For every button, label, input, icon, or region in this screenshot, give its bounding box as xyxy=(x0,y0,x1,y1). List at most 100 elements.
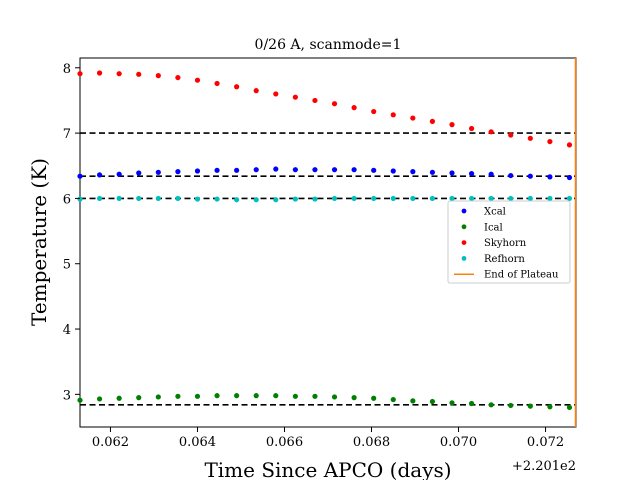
x-tick-label: 0.066 xyxy=(266,435,303,450)
point-refhorn-2 xyxy=(116,195,122,202)
point-ical-24 xyxy=(547,404,553,410)
point-skyhorn-13 xyxy=(331,101,338,107)
series-ical xyxy=(77,393,573,411)
point-refhorn-11 xyxy=(292,196,298,202)
point-skyhorn-23 xyxy=(527,135,533,141)
x-tick-label: 0.064 xyxy=(179,435,216,450)
point-skyhorn-5 xyxy=(175,74,181,81)
legend-label: Xcal xyxy=(484,207,506,218)
point-xcal-15 xyxy=(371,167,377,173)
point-ical-18 xyxy=(429,398,436,405)
point-skyhorn-10 xyxy=(273,91,279,97)
point-skyhorn-25 xyxy=(566,142,573,148)
x-tick-label: 0.070 xyxy=(440,435,477,450)
point-ical-4 xyxy=(155,394,161,400)
point-ical-15 xyxy=(371,395,377,401)
point-refhorn-12 xyxy=(312,196,318,202)
legend-label: Skyhorn xyxy=(484,238,527,249)
series-xcal xyxy=(77,166,573,181)
chart-title: 0/26 A, scanmode=1 xyxy=(255,37,402,53)
point-refhorn-4 xyxy=(155,195,161,202)
point-refhorn-25 xyxy=(566,195,573,202)
plot-area xyxy=(77,57,577,428)
point-xcal-24 xyxy=(547,174,553,180)
point-xcal-18 xyxy=(429,169,436,175)
point-skyhorn-12 xyxy=(312,97,318,104)
point-ical-19 xyxy=(449,400,455,406)
point-ical-14 xyxy=(351,395,357,401)
point-xcal-20 xyxy=(468,170,475,177)
point-ical-3 xyxy=(136,395,142,401)
point-xcal-11 xyxy=(292,167,298,173)
y-tick-label: 7 xyxy=(63,127,71,142)
point-xcal-2 xyxy=(116,171,122,177)
point-refhorn-15 xyxy=(371,195,377,202)
point-refhorn-6 xyxy=(194,196,201,202)
point-skyhorn-8 xyxy=(234,84,240,90)
point-xcal-21 xyxy=(488,171,494,177)
point-xcal-7 xyxy=(214,167,220,173)
point-xcal-17 xyxy=(410,169,416,175)
x-axis-ticks: 0.062 0.064 0.066 0.068 0.070 0.072 xyxy=(92,427,564,450)
point-refhorn-16 xyxy=(390,195,396,202)
point-xcal-4 xyxy=(155,169,161,175)
point-ical-13 xyxy=(331,394,338,400)
point-ical-7 xyxy=(214,393,220,399)
legend-marker-xcal xyxy=(461,208,467,214)
point-ical-25 xyxy=(566,404,573,411)
point-refhorn-21 xyxy=(488,195,494,202)
point-xcal-0 xyxy=(77,173,83,179)
point-ical-11 xyxy=(292,393,298,399)
point-ical-1 xyxy=(96,396,103,402)
point-refhorn-18 xyxy=(429,195,436,202)
point-xcal-1 xyxy=(96,172,103,178)
point-refhorn-22 xyxy=(508,195,514,202)
point-ical-8 xyxy=(234,393,240,399)
y-tick-label: 3 xyxy=(63,388,71,403)
legend-marker-ical xyxy=(461,224,467,230)
point-skyhorn-17 xyxy=(410,115,416,121)
point-xcal-13 xyxy=(331,167,338,173)
point-xcal-19 xyxy=(449,170,455,176)
y-tick-label: 4 xyxy=(63,323,71,338)
point-xcal-6 xyxy=(194,168,201,174)
point-xcal-5 xyxy=(175,169,181,175)
point-ical-21 xyxy=(488,402,494,408)
y-tick-label: 6 xyxy=(63,192,71,207)
point-xcal-16 xyxy=(390,168,396,174)
point-skyhorn-0 xyxy=(77,71,83,77)
point-skyhorn-14 xyxy=(351,105,357,111)
x-axis-label: Time Since APCO (days) xyxy=(204,458,451,480)
point-skyhorn-6 xyxy=(194,77,201,83)
point-skyhorn-21 xyxy=(488,129,494,135)
point-refhorn-7 xyxy=(214,196,220,202)
legend-label: Ical xyxy=(484,222,503,233)
point-skyhorn-20 xyxy=(468,125,475,132)
point-ical-22 xyxy=(508,402,514,409)
point-refhorn-10 xyxy=(273,197,279,203)
point-refhorn-19 xyxy=(449,195,455,202)
point-refhorn-5 xyxy=(175,195,181,202)
y-tick-label: 8 xyxy=(63,62,71,77)
point-refhorn-14 xyxy=(351,195,357,202)
point-xcal-25 xyxy=(566,174,573,181)
point-skyhorn-4 xyxy=(155,73,161,79)
data-points xyxy=(77,70,573,411)
point-ical-9 xyxy=(253,393,259,399)
point-skyhorn-15 xyxy=(371,108,377,115)
point-ical-10 xyxy=(273,393,279,399)
point-xcal-9 xyxy=(253,167,259,173)
point-xcal-14 xyxy=(351,167,357,173)
point-ical-0 xyxy=(77,397,83,403)
legend-entries: Xcal Ical Skyhorn Refhorn End of Plateau xyxy=(454,207,559,281)
point-skyhorn-7 xyxy=(214,80,220,87)
point-skyhorn-18 xyxy=(429,118,436,124)
point-refhorn-20 xyxy=(468,195,475,202)
point-xcal-3 xyxy=(136,170,142,176)
point-refhorn-9 xyxy=(253,197,259,203)
point-skyhorn-3 xyxy=(136,71,142,77)
point-ical-12 xyxy=(312,393,318,399)
point-ical-17 xyxy=(410,398,416,404)
point-skyhorn-22 xyxy=(508,132,514,138)
